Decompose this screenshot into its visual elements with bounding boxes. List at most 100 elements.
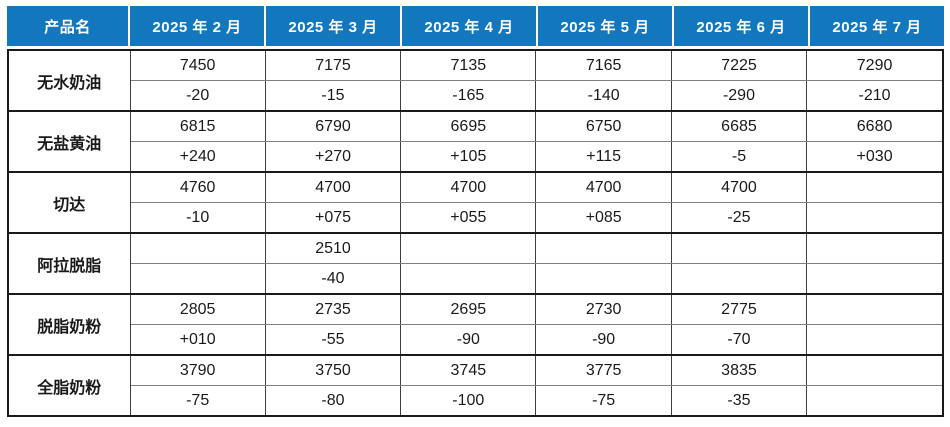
price-table-body: 无水奶油 7450 7175 7135 7165 7225 7290 -20 -15 -165 -1…: [9, 51, 942, 415]
change-row: -75 -80 -100 -75 -35: [9, 385, 942, 415]
product-name-cell: 无盐黄油: [9, 110, 131, 172]
price-cell: 2735: [264, 293, 402, 325]
price-table: 无水奶油 7450 7175 7135 7165 7225 7290 -20 -15 -165 -1…: [9, 51, 942, 415]
change-cell: -75: [130, 385, 266, 415]
change-cell: -290: [670, 80, 808, 111]
change-cell: [806, 324, 942, 355]
product-name-cell: 切达: [9, 171, 131, 233]
change-cell: -140: [535, 80, 672, 111]
value-row: 无水奶油 7450 7175 7135 7165 7225 7290: [9, 51, 942, 111]
price-cell: 7135: [400, 51, 537, 81]
change-cell: -80: [264, 385, 402, 415]
product-name-cell: 无水奶油: [9, 51, 131, 111]
price-cell: [535, 232, 672, 264]
change-cell: [806, 385, 942, 415]
price-cell: 3790: [129, 354, 266, 386]
change-cell: -35: [670, 385, 808, 415]
change-row: +010 -55 -90 -90 -70: [9, 324, 942, 355]
change-cell: +085: [535, 202, 672, 233]
price-cell: 2805: [129, 293, 266, 325]
change-cell: [806, 202, 942, 233]
price-cell: 6750: [535, 110, 672, 142]
change-cell: +105: [400, 141, 537, 172]
product-column-header: 产品名: [7, 6, 128, 46]
price-cell: 7165: [535, 51, 672, 81]
change-cell: -40: [264, 263, 402, 294]
change-cell: [670, 263, 808, 294]
price-cell: [806, 354, 942, 386]
change-cell: [400, 263, 537, 294]
change-cell: -25: [670, 202, 808, 233]
price-cell: 4700: [670, 171, 808, 203]
change-cell: +030: [806, 141, 942, 172]
month-header-cell: 2025 年 3 月: [266, 6, 400, 46]
price-cell: [806, 293, 942, 325]
change-cell: -75: [535, 385, 672, 415]
change-cell: -55: [264, 324, 402, 355]
change-cell: -20: [130, 80, 266, 111]
change-cell: [535, 263, 672, 294]
value-row: 切达 4760 4700 4700 4700 4700: [9, 171, 942, 233]
price-cell: 2730: [535, 293, 672, 325]
change-cell: -15: [264, 80, 402, 111]
change-row: -10 +075 +055 +085 -25: [9, 202, 942, 233]
table-header-row: 产品名 2025 年 2 月 2025 年 3 月 2025 年 4 月 2025 年…: [7, 6, 944, 46]
price-cell: 3775: [535, 354, 672, 386]
month-header-cell: 2025 年 7 月: [810, 6, 944, 46]
price-cell: 7290: [806, 51, 942, 81]
price-cell: [806, 171, 942, 203]
product-name-cell: 脱脂奶粉: [9, 293, 131, 355]
month-header-cell: 2025 年 4 月: [402, 6, 536, 46]
change-cell: [130, 263, 266, 294]
change-cell: +075: [264, 202, 402, 233]
value-row: 脱脂奶粉 2805 2735 2695 2730 2775: [9, 293, 942, 355]
change-cell: -5: [670, 141, 808, 172]
month-header-cell: 2025 年 2 月: [130, 6, 264, 46]
change-cell: -90: [535, 324, 672, 355]
price-cell: 6685: [670, 110, 808, 142]
price-cell: [129, 232, 266, 264]
change-cell: +270: [264, 141, 402, 172]
change-row: -40: [9, 263, 942, 294]
change-cell: -210: [806, 80, 942, 111]
change-cell: -10: [130, 202, 266, 233]
price-cell: 4700: [264, 171, 402, 203]
value-row: 阿拉脱脂 2510: [9, 232, 942, 294]
product-name-cell: 阿拉脱脂: [9, 232, 131, 294]
change-cell: -100: [400, 385, 537, 415]
change-cell: -90: [400, 324, 537, 355]
price-cell: 7450: [129, 51, 266, 81]
change-cell: +115: [535, 141, 672, 172]
price-cell: [670, 232, 808, 264]
price-cell: 6680: [806, 110, 942, 142]
price-cell: 4760: [129, 171, 266, 203]
change-cell: -165: [400, 80, 537, 111]
price-cell: 7225: [670, 51, 808, 81]
price-cell: 2695: [400, 293, 537, 325]
price-cell: 3750: [264, 354, 402, 386]
price-cell: 6790: [264, 110, 402, 142]
price-cell: 7175: [264, 51, 402, 81]
price-cell: 2775: [670, 293, 808, 325]
value-row: 无盐黄油 6815 6790 6695 6750 6685 6680: [9, 110, 942, 172]
price-cell: 6695: [400, 110, 537, 142]
table-body-border: 无水奶油 7450 7175 7135 7165 7225 7290 -20 -15 -165 -1…: [7, 49, 944, 417]
change-row: +240 +270 +105 +115 -5 +030: [9, 141, 942, 172]
price-cell: 4700: [535, 171, 672, 203]
change-cell: +055: [400, 202, 537, 233]
price-cell: 4700: [400, 171, 537, 203]
price-cell: 2510: [264, 232, 402, 264]
price-cell: [806, 232, 942, 264]
change-cell: [806, 263, 942, 294]
price-cell: 3745: [400, 354, 537, 386]
product-name-cell: 全脂奶粉: [9, 354, 131, 415]
value-row: 全脂奶粉 3790 3750 3745 3775 3835: [9, 354, 942, 415]
month-header-cell: 2025 年 6 月: [674, 6, 808, 46]
change-row: -20 -15 -165 -140 -290 -210: [9, 80, 942, 111]
month-header-cell: 2025 年 5 月: [538, 6, 672, 46]
price-cell: 3835: [670, 354, 808, 386]
price-cell: [400, 232, 537, 264]
change-cell: +010: [130, 324, 266, 355]
change-cell: +240: [130, 141, 266, 172]
